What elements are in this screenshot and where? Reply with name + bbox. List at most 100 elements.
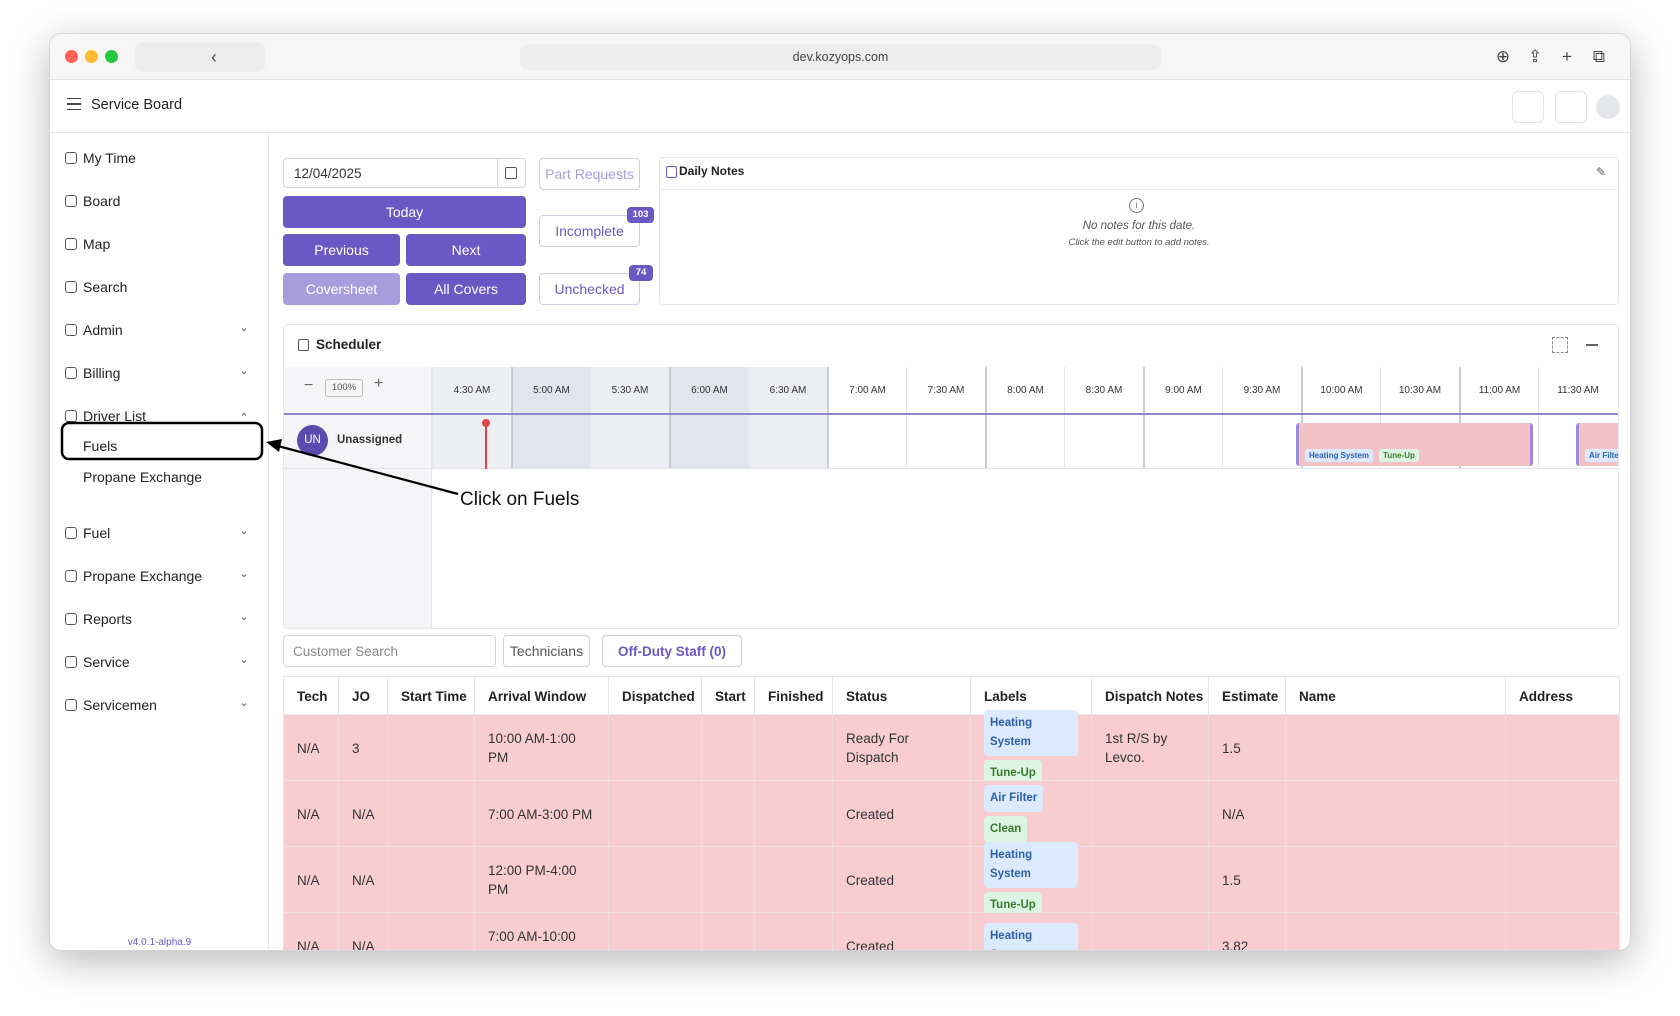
header-icon-button[interactable] [1512, 91, 1544, 123]
toolbar-button[interactable]: + [1562, 47, 1572, 66]
sidebar-item[interactable]: Billing ⌄ [58, 358, 258, 388]
window-control[interactable] [105, 50, 118, 63]
calendar-icon[interactable] [505, 167, 517, 179]
sidebar-item[interactable]: Servicemen ⌄ [58, 690, 258, 720]
scheduler-event[interactable]: Air Filter [1576, 423, 1618, 466]
sidebar-item[interactable]: My Time [58, 143, 258, 173]
time-column-header: 7:00 AM [827, 367, 906, 414]
table-cell: Heating System Tune-Up [971, 709, 1092, 787]
table-cell: N/A [284, 847, 339, 913]
table-row [284, 913, 1619, 950]
fullscreen-button[interactable] [1552, 337, 1568, 353]
time-column-header: 9:00 AM [1143, 367, 1222, 414]
column-header: Start [702, 677, 755, 715]
cell-text: 12:00 PM-4:00 PM [488, 863, 577, 897]
cell-text: N/A [297, 740, 320, 756]
sidebar-item[interactable]: Admin ⌄ [58, 315, 258, 345]
edit-button[interactable]: ✎ [1596, 165, 1607, 179]
avatar[interactable] [1596, 95, 1620, 119]
sidebar-toggle[interactable] [135, 42, 265, 72]
menu-button[interactable] [67, 98, 81, 110]
sidebar-subitem[interactable]: Fuels [76, 431, 256, 461]
technicians-button[interactable]: Technicians [503, 635, 590, 667]
cell-text: 1st R/S by Levco. [1105, 731, 1168, 765]
sidebar-icon [65, 238, 77, 250]
timeline-empty [432, 469, 1618, 628]
sidebar-label: My Time [83, 150, 136, 166]
chevron: ⌄ [239, 365, 249, 377]
header-icon-button[interactable] [1555, 91, 1587, 123]
collapse-button[interactable] [1586, 344, 1598, 346]
table-cell: Air Filter Clean [971, 781, 1092, 847]
event-label: Tune-Up [1379, 449, 1419, 462]
part-requests-button[interactable]: Part Requests [539, 158, 640, 190]
cell-text: Created [846, 806, 895, 822]
sidebar-item[interactable]: Board [58, 186, 258, 216]
customer-search[interactable]: Customer Search [283, 635, 496, 667]
sidebar-icon [65, 195, 77, 207]
column-header: Tech [284, 677, 339, 715]
date-input: 12/04/2025 [283, 158, 526, 188]
title-bar: ‹ dev.kozyops.com ⊕ ⇪ + ⧉ [50, 34, 1630, 80]
cell-text: 1.5 [1222, 740, 1241, 756]
previous-button[interactable]: Previous [283, 234, 400, 266]
sidebar-item[interactable]: Driver List ⌄ [58, 401, 258, 431]
time-cell [432, 415, 511, 468]
toolbar-button[interactable]: ⧉ [1592, 47, 1606, 66]
today-button[interactable]: Today [283, 196, 526, 228]
cell-text: N/A [352, 872, 375, 888]
window-control[interactable] [85, 50, 98, 63]
table-cell [755, 847, 833, 913]
table-cell [388, 913, 475, 950]
info-icon: i [1129, 198, 1144, 213]
sidebar-item[interactable]: Fuel ⌄ [58, 518, 258, 548]
table-cell: Created [833, 781, 971, 847]
sidebar-icon [65, 527, 77, 539]
next-button[interactable]: Next [406, 234, 526, 266]
scheduler-event[interactable]: Heating System Tune-Up [1296, 423, 1533, 466]
label-pill: Heating System [984, 841, 1078, 888]
table-cell [702, 781, 755, 847]
sidebar-subitem[interactable]: Propane Exchange [76, 462, 256, 492]
sidebar-label: Map [83, 236, 111, 252]
coversheet-button[interactable]: Coversheet [283, 273, 400, 305]
table-cell: 1.5 [1209, 715, 1286, 781]
window-control[interactable] [65, 50, 78, 63]
toolbar-button[interactable]: ⊕ [1495, 47, 1511, 66]
sidebar-item[interactable]: Map [58, 229, 258, 259]
all-covers-button[interactable]: All Covers [406, 273, 526, 305]
table-cell [702, 913, 755, 950]
sidebar-item[interactable]: Reports ⌄ [58, 604, 258, 634]
scheduler-title: Scheduler [316, 337, 382, 352]
table-cell [755, 781, 833, 847]
sidebar-icon [65, 324, 77, 336]
sidebar-item[interactable]: Service ⌄ [58, 647, 258, 677]
toolbar-button[interactable]: ⇪ [1527, 47, 1543, 66]
table-cell [702, 847, 755, 913]
back-button[interactable]: ‹ [211, 47, 217, 67]
sidebar-label: Driver List [83, 408, 147, 424]
column-header: Address [1506, 677, 1619, 715]
cell-text: N/A [297, 872, 320, 888]
cell-text: Created [846, 872, 895, 888]
incomplete-button[interactable]: Incomplete [539, 215, 640, 247]
current-time-line [485, 422, 487, 469]
cell-text: 7:00 AM-10:00 AM [488, 929, 576, 950]
current-time-dot [482, 419, 490, 427]
table-cell [388, 781, 475, 847]
off-duty-button[interactable]: Off-Duty Staff (0) [602, 635, 742, 667]
table-cell [1092, 913, 1209, 950]
cell-text: 3 [352, 740, 360, 756]
browser-window: ‹ dev.kozyops.com ⊕ ⇪ + ⧉ Service Board My Time… [49, 33, 1631, 951]
sidebar-item[interactable]: Search [58, 272, 258, 302]
sidebar-item[interactable]: Propane Exchange ⌄ [58, 561, 258, 591]
incomplete-badge: 103 [627, 207, 654, 223]
table-cell [1092, 781, 1209, 847]
zoom-out[interactable]: − [304, 377, 314, 394]
unchecked-button[interactable]: Unchecked [539, 273, 640, 305]
scheduler-left-col [284, 367, 432, 628]
column-header: Name [1286, 677, 1506, 715]
address-bar[interactable]: dev.kozyops.com [520, 44, 1161, 70]
row-divider [284, 468, 1618, 469]
zoom-in[interactable]: + [374, 375, 384, 392]
